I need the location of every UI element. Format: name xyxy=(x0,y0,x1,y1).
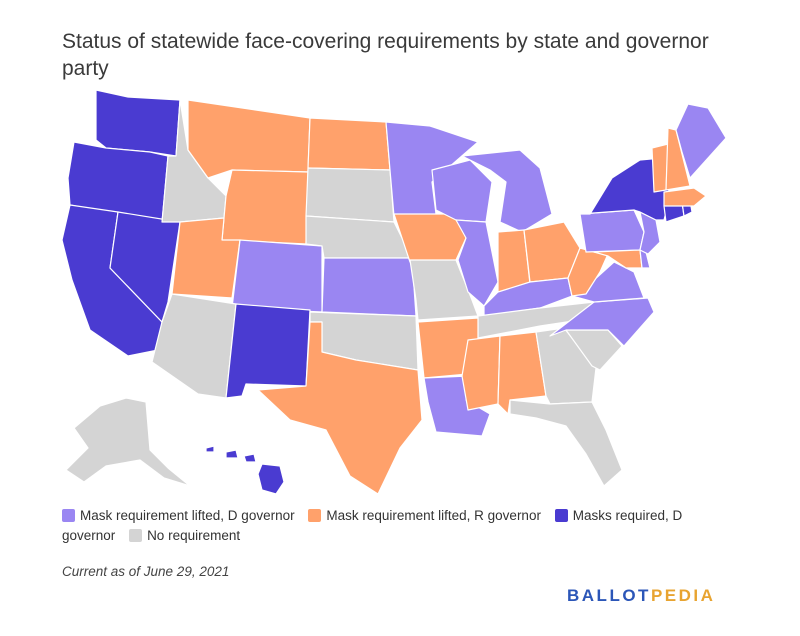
state-co xyxy=(231,239,323,313)
state-md xyxy=(593,249,643,269)
state-sd xyxy=(305,167,395,223)
state-nh xyxy=(665,127,691,191)
state-ma xyxy=(663,187,707,207)
state-wi xyxy=(431,159,493,223)
legend-item-lifted-r: Mask requirement lifted, R governor xyxy=(308,508,541,523)
map-title: Status of statewide face-covering requir… xyxy=(62,30,709,80)
legend-swatch xyxy=(62,509,75,522)
state-wv xyxy=(567,247,609,297)
state-wy xyxy=(221,169,309,245)
state-ak xyxy=(65,397,191,487)
legend-swatch xyxy=(129,529,143,542)
state-hi xyxy=(205,445,285,495)
state-mn xyxy=(385,121,479,217)
state-me xyxy=(675,103,727,179)
state-mt xyxy=(187,99,311,179)
state-tx xyxy=(257,321,423,495)
map-legend: Mask requirement lifted, D governor Mask… xyxy=(62,506,722,546)
ballotpedia-logo: BALLOTPEDIA xyxy=(567,586,715,606)
state-wa xyxy=(95,89,181,157)
legend-item-required-d: Masks required, D governor xyxy=(62,508,683,543)
legend-item-lifted-d: Mask requirement lifted, D governor xyxy=(62,508,295,523)
as-of-note: Current as of June 29, 2021 xyxy=(62,564,230,579)
state-fl xyxy=(509,399,623,487)
state-ny xyxy=(579,157,671,221)
logo-part-1: BALLOT xyxy=(567,586,651,605)
logo-part-2: PEDIA xyxy=(650,586,716,605)
state-nm xyxy=(225,303,311,399)
state-ms xyxy=(461,335,501,411)
state-il xyxy=(455,219,499,307)
legend-swatch xyxy=(554,509,568,522)
legend-item-none: No requirement xyxy=(129,528,240,543)
legend-swatch xyxy=(308,509,322,522)
state-nd xyxy=(307,117,391,171)
state-pa xyxy=(579,209,645,253)
state-ks xyxy=(321,257,417,317)
